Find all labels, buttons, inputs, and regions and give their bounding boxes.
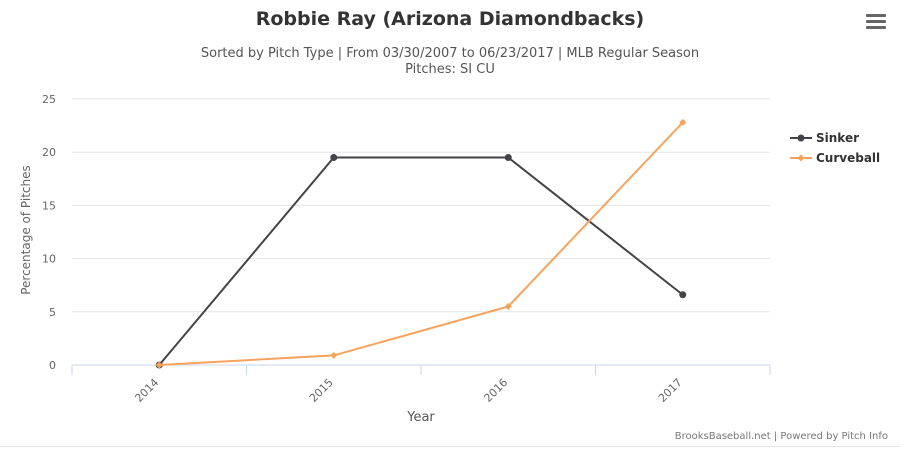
series-group — [155, 118, 687, 369]
data-point-sinker[interactable] — [679, 291, 687, 299]
y-tick-label: 5 — [49, 306, 56, 319]
x-tick-label: 2016 — [481, 376, 510, 405]
x-tick-label: 2014 — [132, 376, 161, 405]
x-axis-label: Year — [406, 410, 435, 425]
legend-label: Sinker — [816, 131, 860, 145]
y-tick-label: 15 — [42, 199, 56, 212]
y-axis-ticks: 0 5 10 15 20 25 — [42, 93, 56, 372]
chart-title: Robbie Ray (Arizona Diamondbacks) — [255, 8, 645, 30]
data-point-sinker[interactable] — [330, 154, 338, 162]
legend-item-sinker[interactable]: Sinker — [790, 128, 880, 148]
data-point-curveball[interactable] — [330, 351, 338, 359]
series-line-curveball[interactable] — [159, 121, 684, 366]
y-tick-label: 0 — [49, 359, 56, 372]
x-tick-label: 2017 — [656, 376, 685, 405]
series-line-sinker[interactable] — [158, 156, 684, 366]
data-point-curveball[interactable] — [155, 361, 163, 369]
x-tick-label: 2015 — [307, 376, 336, 405]
x-axis: 2014 2015 2016 2017 — [71, 364, 771, 405]
legend-symbol-icon — [790, 134, 812, 142]
legend-label: Curveball — [816, 151, 881, 165]
divider — [0, 446, 900, 447]
chart-subtitle: Sorted by Pitch Type | From 03/30/2007 t… — [0, 46, 900, 78]
data-point-curveball[interactable] — [504, 302, 512, 310]
legend-symbol-icon — [790, 154, 812, 162]
y-tick-label: 10 — [42, 253, 56, 266]
y-tick-label: 20 — [42, 146, 56, 159]
credits-text[interactable]: BrooksBaseball.net | Powered by Pitch In… — [674, 431, 888, 442]
hamburger-menu-icon[interactable] — [866, 14, 886, 32]
legend-item-curveball[interactable]: Curveball — [790, 148, 880, 168]
y-axis-label: Percentage of Pitches — [19, 165, 33, 295]
legend: Sinker Curveball — [790, 128, 880, 168]
data-point-curveball[interactable] — [679, 118, 687, 126]
chart-subtitle-line-2: Pitches: SI CU — [405, 62, 495, 77]
data-point-sinker[interactable] — [504, 154, 512, 162]
y-tick-label: 25 — [42, 93, 56, 106]
chart-subtitle-line-1: Sorted by Pitch Type | From 03/30/2007 t… — [200, 46, 700, 61]
